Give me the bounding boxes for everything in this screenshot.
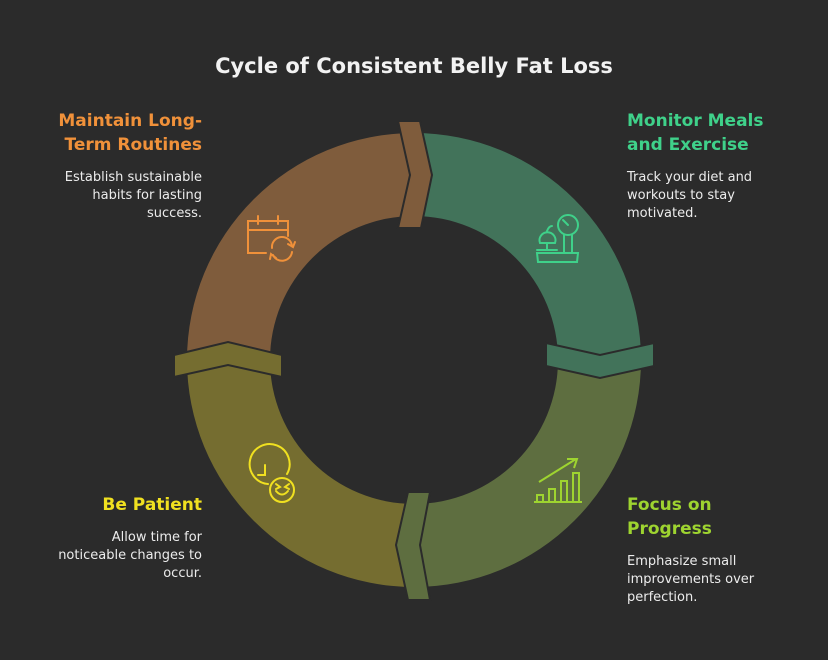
step-description: Emphasize small improvements over perfec… (627, 554, 755, 605)
connector-bottom (394, 491, 432, 601)
step-description: Establish sustainable habits for lasting… (64, 170, 202, 221)
connector-left (173, 340, 283, 379)
step-heading: Be Patient (102, 495, 202, 515)
step-description: Allow time for noticeable changes to occ… (58, 530, 202, 581)
food-scale-icon (535, 214, 580, 263)
diagram-title: Cycle of Consistent Belly Fat Loss (215, 54, 613, 78)
step-heading: Focus on Progress (627, 495, 712, 539)
step-maintain: Maintain Long-Term Routines Establish su… (2, 109, 202, 223)
segment-monitor (414, 133, 641, 360)
step-monitor: Monitor Meals and Exercise Track your di… (627, 109, 827, 223)
step-heading: Maintain Long-Term Routines (58, 111, 202, 155)
segment-patient (187, 360, 414, 587)
segment-focus (414, 360, 641, 587)
segment-maintain (187, 133, 414, 360)
connector-right (545, 341, 655, 380)
step-heading: Monitor Meals and Exercise (627, 111, 764, 155)
calendar-refresh-icon (247, 215, 296, 262)
clock-smile-icon (248, 443, 295, 503)
growth-chart-icon (534, 458, 582, 503)
connector-top (396, 120, 434, 229)
step-focus: Focus on Progress Emphasize small improv… (627, 493, 827, 607)
step-description: Track your diet and workouts to stay mot… (627, 170, 753, 221)
step-patient: Be Patient Allow time for noticeable cha… (2, 493, 202, 583)
